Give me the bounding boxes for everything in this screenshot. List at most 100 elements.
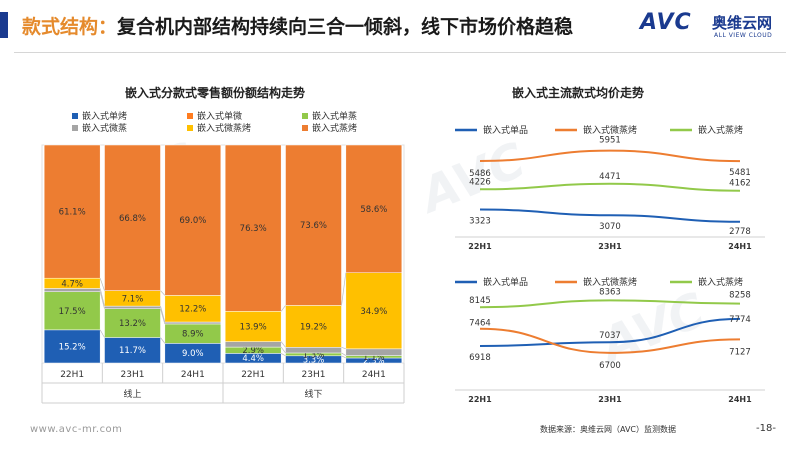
connector-line <box>99 329 105 338</box>
category-label: 24H1 <box>181 370 205 380</box>
connector-line <box>160 308 166 325</box>
data-label: 7127 <box>729 347 751 357</box>
bar-segment <box>345 272 403 350</box>
data-label: 7.1% <box>122 294 144 304</box>
connector-line <box>160 337 166 344</box>
connector-line <box>341 355 346 359</box>
legend-label: 嵌入式单品 <box>483 124 528 136</box>
footer-website: www.avc-mr.com <box>30 424 123 435</box>
x-tick-label: 23H1 <box>598 395 622 404</box>
bar-segment <box>164 321 222 325</box>
bar-segment <box>285 347 342 354</box>
legend-label: 嵌入式蒸烤 <box>698 124 743 136</box>
line-chart-title: 嵌入式主流款式均价走势 <box>512 86 645 100</box>
data-label: 4162 <box>729 179 751 189</box>
x-tick-label: 24H1 <box>728 395 752 404</box>
series-line <box>479 208 741 223</box>
online-price-line-chart: 嵌入式单品 嵌入式微蒸烤 嵌入式蒸烤 22H1 23H1 24H1 3323 3070 2778… <box>455 124 765 251</box>
logo-main-text: AVC <box>640 10 692 35</box>
title-main: 复合机内部结构持续向三合一倾斜，线下市场价格趋稳 <box>117 16 574 38</box>
series-line <box>479 182 741 192</box>
bar-chart-title: 嵌入式分款式零售额份额结构走势 <box>125 86 306 100</box>
legend-swatch <box>72 125 78 131</box>
series-line <box>479 299 741 309</box>
data-label: 4226 <box>469 177 491 187</box>
x-tick-label: 23H1 <box>598 242 622 251</box>
legend-label: 嵌入式蒸烤 <box>698 276 743 288</box>
bar-segment <box>345 144 403 273</box>
bar-segment <box>224 341 282 348</box>
data-label: 69.0% <box>179 216 206 226</box>
data-label: 2778 <box>729 227 751 237</box>
offline-price-line-chart: 嵌入式单品 嵌入式微蒸烤 嵌入式蒸烤 22H1 23H1 24H1 6918 7037 7774… <box>455 276 765 404</box>
page-title: 款式结构：复合机内部结构持续向三合一倾斜，线下市场价格趋稳 <box>22 12 573 39</box>
title-prefix: 款式结构： <box>22 16 118 38</box>
connector-line <box>341 346 346 350</box>
data-label: 8363 <box>599 287 621 297</box>
data-label: 7037 <box>599 331 621 341</box>
bar-segment <box>104 144 161 291</box>
series-line <box>479 317 741 347</box>
data-label: 1.1% <box>363 353 385 363</box>
data-label: 6918 <box>469 353 491 363</box>
legend-label: 嵌入式单品 <box>483 276 528 288</box>
data-label: 76.3% <box>240 224 267 234</box>
connector-line <box>99 278 105 291</box>
connector-line <box>280 305 286 312</box>
header-divider <box>14 52 786 53</box>
data-label: 34.9% <box>360 307 387 317</box>
data-label: 7464 <box>469 319 491 329</box>
data-label: 5486 <box>469 169 491 179</box>
data-label: 5481 <box>729 168 751 178</box>
connector-line <box>280 353 286 357</box>
series-line <box>479 327 741 354</box>
legend-label: 嵌入式微蒸烤 <box>583 276 637 288</box>
connector-line <box>99 291 105 309</box>
x-tick-label: 22H1 <box>468 395 492 404</box>
bar-segment <box>224 144 282 312</box>
bar-segment <box>104 305 161 309</box>
data-label: 73.6% <box>300 221 327 231</box>
legend-label: 嵌入式单烤 <box>82 110 127 122</box>
connector-line <box>341 272 347 306</box>
category-label: 24H1 <box>362 370 386 380</box>
page-number: -18- <box>756 423 776 434</box>
data-label: 4471 <box>599 172 621 182</box>
data-label: 8258 <box>729 291 751 301</box>
x-tick-label: 22H1 <box>468 242 492 251</box>
data-label: 61.1% <box>59 208 86 218</box>
x-tick-label: 24H1 <box>728 242 752 251</box>
bar-segment <box>43 144 101 279</box>
data-label: 17.5% <box>59 307 86 317</box>
data-label: 5951 <box>599 136 621 146</box>
legend-swatch <box>187 113 193 119</box>
data-label: 15.2% <box>59 342 86 352</box>
category-label: 22H1 <box>60 370 84 380</box>
connector-line <box>160 306 166 323</box>
connector-line <box>341 352 347 356</box>
data-label: 58.6% <box>360 205 387 215</box>
data-label: 3070 <box>599 222 621 232</box>
legend-label: 嵌入式微蒸烤 <box>197 122 251 134</box>
data-label: 3323 <box>469 217 491 227</box>
data-label: 2.3% <box>363 356 385 366</box>
category-label: 23H1 <box>302 370 326 380</box>
legend-label: 嵌入式微蒸烤 <box>583 124 637 136</box>
data-label: 8145 <box>469 296 491 306</box>
group-label: 线上 <box>123 388 141 400</box>
category-label: 23H1 <box>121 370 145 380</box>
legend-label: 嵌入式微蒸 <box>82 122 127 134</box>
data-label: 13.2% <box>119 319 146 329</box>
connector-line <box>99 288 105 307</box>
logo-en-text: ALL VIEW CLOUD <box>714 32 773 39</box>
legend-swatch <box>302 125 308 131</box>
data-label: 2.9% <box>242 346 264 356</box>
avc-logo: AVC 奥维云网 ALL VIEW CLOUD <box>640 10 800 42</box>
data-label: 12.2% <box>179 305 206 315</box>
connector-line <box>160 290 166 296</box>
legend-swatch <box>72 113 78 119</box>
bar-segment <box>345 348 403 356</box>
data-label: 19.2% <box>300 322 327 332</box>
data-label: 3.3% <box>303 355 325 365</box>
